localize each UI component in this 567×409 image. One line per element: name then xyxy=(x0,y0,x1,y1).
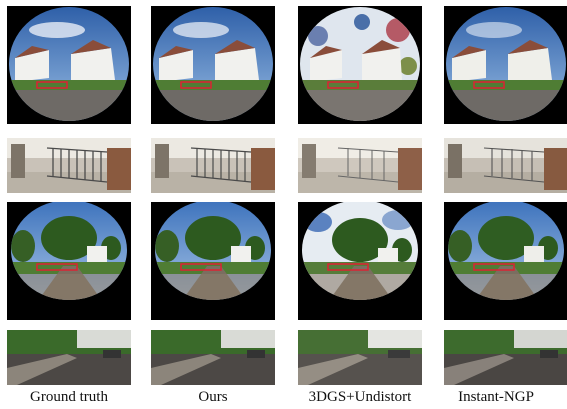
panel-r1-3dgs-undistort xyxy=(298,6,422,124)
fisheye-houses-image xyxy=(298,6,422,124)
caption-instant-ngp: Instant-NGP xyxy=(458,389,534,405)
fisheye-trees-image xyxy=(444,202,567,320)
caption-ours: Ours xyxy=(198,389,228,405)
fisheye-trees-image xyxy=(298,202,422,320)
crop-r4-instant-ngp xyxy=(444,330,567,385)
panel-r3-ours xyxy=(151,202,275,320)
crop-r2-ground-truth xyxy=(7,138,131,193)
fisheye-houses-image xyxy=(444,6,567,124)
crop-r2-instant-ngp xyxy=(444,138,567,193)
crop-r2-3dgs-undistort xyxy=(298,138,422,193)
crop-r2-ours xyxy=(151,138,275,193)
fisheye-trees-image xyxy=(151,202,275,320)
crop-r4-3dgs-undistort xyxy=(298,330,422,385)
panel-r3-3dgs-undistort xyxy=(298,202,422,320)
panel-r1-ground-truth xyxy=(7,6,131,124)
gate-crop-image xyxy=(444,138,567,193)
road-crop-image xyxy=(444,330,567,385)
crop-r4-ground-truth xyxy=(7,330,131,385)
road-crop-image xyxy=(7,330,131,385)
panel-r1-instant-ngp xyxy=(444,6,567,124)
fisheye-houses-image xyxy=(151,6,275,124)
panel-r3-instant-ngp xyxy=(444,202,567,320)
gate-crop-image xyxy=(151,138,275,193)
road-crop-image xyxy=(298,330,422,385)
gate-crop-image xyxy=(7,138,131,193)
fisheye-trees-image xyxy=(7,202,131,320)
panel-r1-ours xyxy=(151,6,275,124)
road-crop-image xyxy=(151,330,275,385)
panel-r3-ground-truth xyxy=(7,202,131,320)
gate-crop-image xyxy=(298,138,422,193)
caption-3dgs-undistort: 3DGS+Undistort xyxy=(308,389,412,405)
caption-ground-truth: Ground truth xyxy=(30,389,108,405)
crop-r4-ours xyxy=(151,330,275,385)
fisheye-houses-image xyxy=(7,6,131,124)
